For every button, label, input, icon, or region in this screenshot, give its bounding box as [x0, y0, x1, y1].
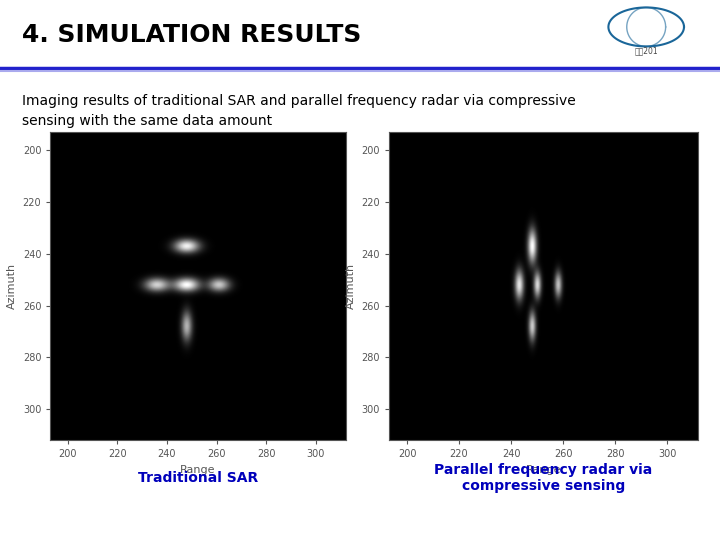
Text: 北航201: 北航201 [634, 46, 658, 55]
Text: 4. SIMULATION RESULTS: 4. SIMULATION RESULTS [22, 23, 361, 47]
Y-axis label: Azimuth: Azimuth [7, 263, 17, 309]
Text: Traditional SAR: Traditional SAR [138, 471, 258, 485]
Text: Imaging results of traditional SAR and parallel frequency radar via compressive
: Imaging results of traditional SAR and p… [22, 94, 575, 128]
X-axis label: Range: Range [526, 465, 562, 475]
Text: Parallel frequency radar via
compressive sensing: Parallel frequency radar via compressive… [434, 463, 653, 493]
Y-axis label: Azimuth: Azimuth [346, 263, 356, 309]
X-axis label: Range: Range [180, 465, 216, 475]
